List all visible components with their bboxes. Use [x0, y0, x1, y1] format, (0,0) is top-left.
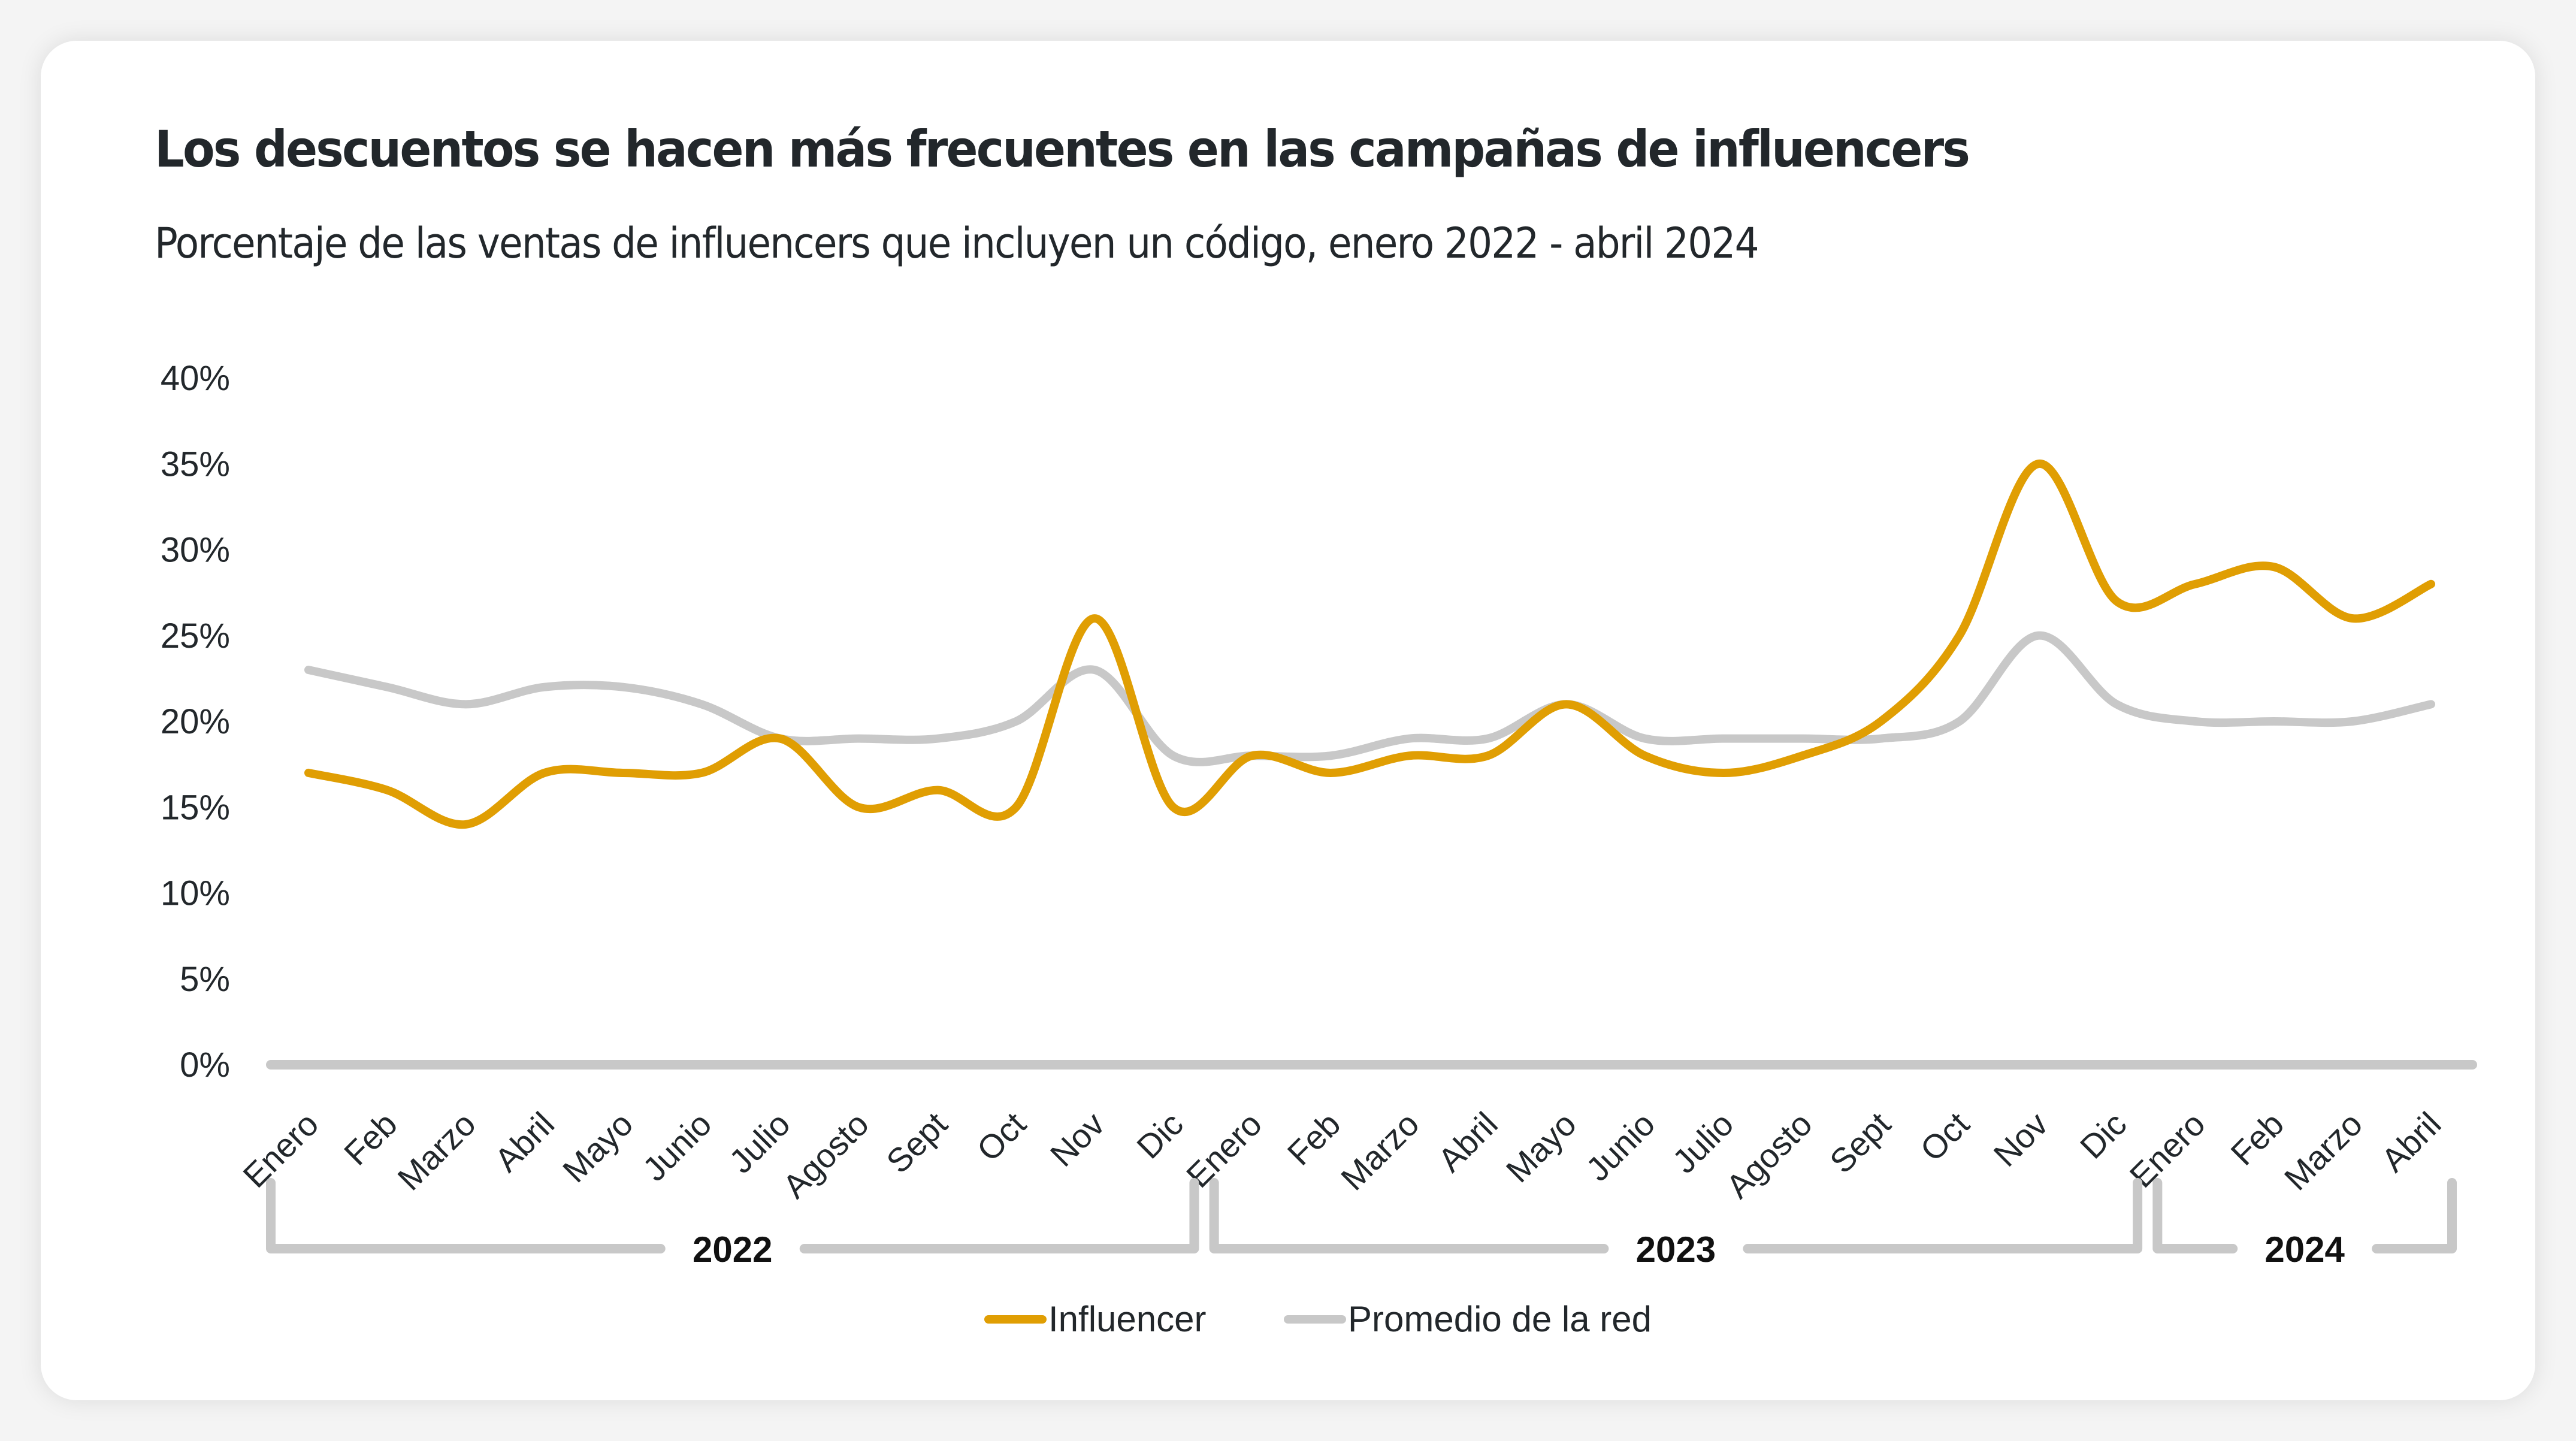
year-bracket-2022: 2022 — [266, 1178, 1199, 1270]
x-tick-label: Dic — [2073, 1105, 2134, 1166]
x-tick-label: Junio — [635, 1105, 718, 1188]
series-line — [304, 631, 2435, 766]
y-tick-label: 20% — [161, 702, 230, 741]
y-tick-label: 0% — [180, 1046, 230, 1084]
x-tick-label: Oct — [1913, 1105, 1976, 1168]
bracket-line — [1743, 1178, 2143, 1253]
x-tick-label: Feb — [1280, 1105, 1348, 1173]
x-tick-label: Abril — [487, 1105, 561, 1179]
x-tick-label: Sept — [1822, 1105, 1898, 1180]
bracket-line — [2372, 1178, 2457, 1253]
series-line — [304, 460, 2435, 829]
x-tick-label: Abril — [1431, 1105, 1505, 1179]
x-tick-label: Feb — [2223, 1105, 2291, 1173]
legend-item-influencer: Influencer — [984, 1299, 1207, 1339]
x-tick-label: Agosto — [1719, 1105, 1819, 1206]
x-tick-label: Nov — [1043, 1105, 1112, 1174]
year-label: 2024 — [2264, 1229, 2345, 1270]
x-tick-label: Sept — [879, 1105, 954, 1180]
series-promedio-red — [304, 631, 2435, 766]
series-group — [304, 460, 2435, 829]
x-tick-label: Marzo — [390, 1105, 483, 1198]
x-tick-label: Marzo — [2277, 1105, 2370, 1198]
y-tick-label: 35% — [161, 445, 230, 484]
x-tick-label: Feb — [337, 1105, 404, 1173]
x-tick-label: Marzo — [1334, 1105, 1426, 1198]
x-tick-label: Abril — [2374, 1105, 2448, 1179]
x-tick-label: Nov — [1986, 1105, 2055, 1174]
bracket-line — [2152, 1178, 2238, 1253]
x-tick-label: Junio — [1579, 1105, 1662, 1188]
legend-item-promedio-red: Promedio de la red — [1284, 1299, 1652, 1339]
legend: Influencer Promedio de la red — [984, 1299, 1652, 1339]
bracket-line — [799, 1178, 1199, 1253]
series-influencer — [304, 460, 2435, 829]
chart-subtitle: Porcentaje de las ventas de influencers … — [155, 219, 1759, 268]
x-tick-label: Dic — [1129, 1105, 1190, 1166]
legend-label: Influencer — [1048, 1299, 1207, 1339]
year-bracket-2024: 2024 — [2152, 1178, 2457, 1270]
legend-label: Promedio de la red — [1348, 1299, 1652, 1339]
y-tick-label: 10% — [161, 874, 230, 913]
y-tick-label: 40% — [161, 359, 230, 398]
x-tick-label: Mayo — [1499, 1105, 1583, 1189]
y-tick-label: 15% — [161, 788, 230, 827]
year-brackets: 2022 2023 2024 — [266, 1178, 2457, 1270]
y-tick-label: 25% — [161, 617, 230, 655]
y-tick-label: 5% — [180, 960, 230, 999]
year-label: 2022 — [693, 1229, 772, 1270]
y-axis: 0% 5% 10% 15% 20% 25% 30% 35% 40% — [161, 359, 230, 1084]
x-tick-label: Agosto — [775, 1105, 876, 1206]
chart-card — [41, 41, 2535, 1400]
x-tick-label: Mayo — [555, 1105, 640, 1189]
chart-title: Los descuentos se hacen más frecuentes e… — [155, 120, 1970, 179]
x-tick-label: Enero — [235, 1105, 325, 1195]
x-tick-label: Oct — [969, 1105, 1033, 1168]
year-bracket-2023: 2023 — [1209, 1178, 2143, 1270]
year-label: 2023 — [1636, 1229, 1716, 1270]
bracket-line — [266, 1178, 666, 1253]
bracket-line — [1209, 1178, 1609, 1253]
y-tick-label: 30% — [161, 531, 230, 570]
